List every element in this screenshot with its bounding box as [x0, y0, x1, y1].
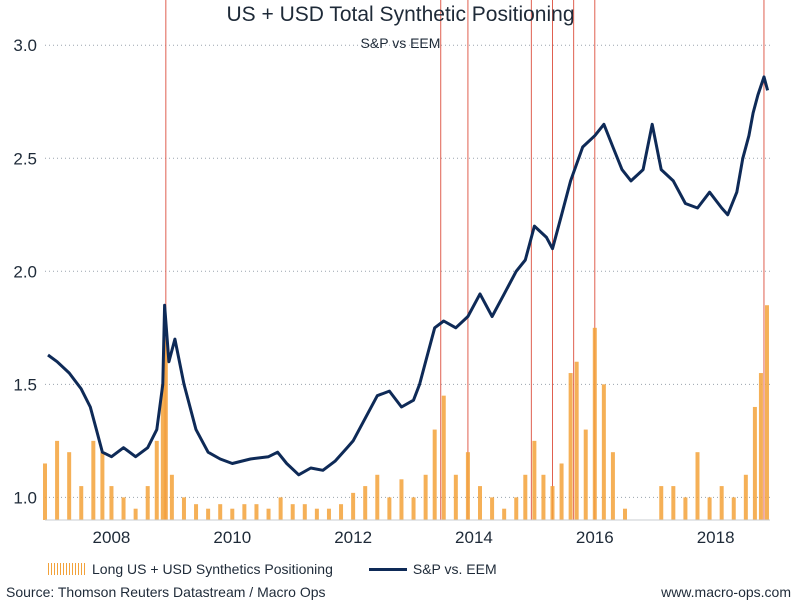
positioning-bar — [623, 508, 627, 520]
positioning-bar — [592, 327, 597, 520]
positioning-bar — [490, 497, 495, 520]
positioning-bar — [465, 452, 470, 520]
positioning-bar — [163, 339, 168, 520]
y-tick-label: 1.5 — [13, 375, 37, 394]
positioning-bar — [671, 486, 676, 520]
positioning-bar — [375, 474, 380, 520]
positioning-bar — [478, 486, 482, 520]
grid-lines — [45, 44, 770, 498]
legend-bars-swatch — [48, 563, 86, 575]
chart-subtitle: S&P vs EEM — [360, 35, 441, 51]
positioning-bar — [707, 497, 712, 520]
positioning-bar — [55, 440, 60, 520]
positioning-bar — [302, 504, 307, 520]
positioning-bar — [242, 504, 247, 520]
positioning-bar — [758, 373, 763, 520]
positioning-bar — [502, 508, 507, 520]
x-tick-label: 2014 — [455, 528, 493, 547]
positioning-bar — [523, 474, 528, 520]
legend-line-swatch — [368, 567, 407, 571]
y-tick-label: 3.0 — [13, 36, 37, 55]
positioning-bar — [453, 474, 458, 520]
axis-ticks: 1.0 1.5 2.0 2.5 3.0 2008 2010 2012 2014 2016 2018 — [13, 36, 770, 547]
positioning-bar — [67, 452, 72, 520]
legend-item-sp-eem: S&P vs. EEM — [368, 561, 497, 577]
positioning-bar — [541, 474, 546, 520]
y-tick-label: 2.5 — [13, 149, 37, 168]
positioning-bar — [683, 497, 688, 520]
positioning-bar — [514, 497, 519, 520]
legend: Long US + USD Synthetics Positioning S&P… — [48, 561, 533, 577]
positioning-bar — [160, 384, 165, 520]
positioning-bar — [574, 361, 579, 520]
positioning-bar — [133, 508, 138, 520]
positioning-bars — [43, 305, 769, 520]
legend-bars-label: Long US + USD Synthetics Positioning — [92, 561, 333, 577]
positioning-bar — [743, 474, 748, 520]
positioning-bar — [181, 497, 186, 520]
positioning-bar — [91, 440, 96, 520]
positioning-bar — [154, 440, 159, 520]
x-tick-label: 2012 — [334, 528, 372, 547]
legend-item-positioning: Long US + USD Synthetics Positioning — [48, 561, 333, 577]
positioning-bar — [695, 452, 700, 520]
positioning-bar — [109, 486, 114, 520]
positioning-bar — [314, 508, 319, 520]
website-link[interactable]: www.macro-ops.com — [661, 584, 791, 600]
x-tick-label: 2008 — [93, 528, 131, 547]
x-tick-label: 2010 — [213, 528, 251, 547]
positioning-bar — [145, 486, 150, 520]
chart-title: US + USD Total Synthetic Positioning — [226, 3, 575, 26]
positioning-bar — [363, 486, 368, 520]
positioning-bar — [121, 497, 126, 520]
positioning-bar — [79, 486, 84, 520]
positioning-bar — [568, 373, 573, 520]
positioning-bar — [764, 305, 769, 520]
positioning-bar — [206, 508, 211, 520]
positioning-bar — [752, 406, 757, 520]
positioning-bar — [351, 492, 356, 520]
vertical-markers — [165, 0, 765, 520]
y-tick-label: 2.0 — [13, 262, 37, 281]
positioning-bar — [254, 504, 259, 520]
positioning-bar — [266, 508, 271, 520]
positioning-bar — [278, 497, 283, 520]
y-tick-label: 1.0 — [13, 488, 37, 507]
positioning-bar — [43, 463, 47, 520]
x-tick-label: 2018 — [697, 528, 735, 547]
source-note: Source: Thomson Reuters Datastream / Mac… — [6, 584, 326, 600]
positioning-bar — [601, 384, 606, 520]
positioning-bar — [731, 497, 736, 520]
positioning-bar — [423, 474, 428, 520]
positioning-bar — [326, 508, 331, 520]
positioning-bar — [432, 429, 437, 520]
positioning-bar — [218, 504, 223, 520]
sp-vs-eem-line — [47, 75, 770, 477]
legend-line-label: S&P vs. EEM — [412, 561, 497, 577]
positioning-bar — [719, 486, 724, 520]
positioning-bar — [583, 429, 588, 520]
positioning-bar — [339, 504, 344, 520]
positioning-bar — [100, 452, 105, 520]
x-tick-label: 2016 — [576, 528, 614, 547]
positioning-bar — [169, 474, 174, 520]
positioning-bar — [610, 452, 615, 520]
positioning-bar — [659, 486, 664, 520]
positioning-bar — [411, 497, 416, 520]
positioning-bar — [532, 440, 537, 520]
positioning-bar — [230, 508, 235, 520]
sp-vs-eem-line-layer — [47, 75, 770, 477]
positioning-bar — [559, 463, 564, 520]
positioning-bar — [387, 497, 392, 520]
positioning-bar — [550, 486, 555, 520]
positioning-bar — [441, 395, 446, 520]
positioning-bar — [194, 504, 199, 520]
positioning-bar — [399, 479, 404, 520]
positioning-bar — [290, 504, 295, 520]
